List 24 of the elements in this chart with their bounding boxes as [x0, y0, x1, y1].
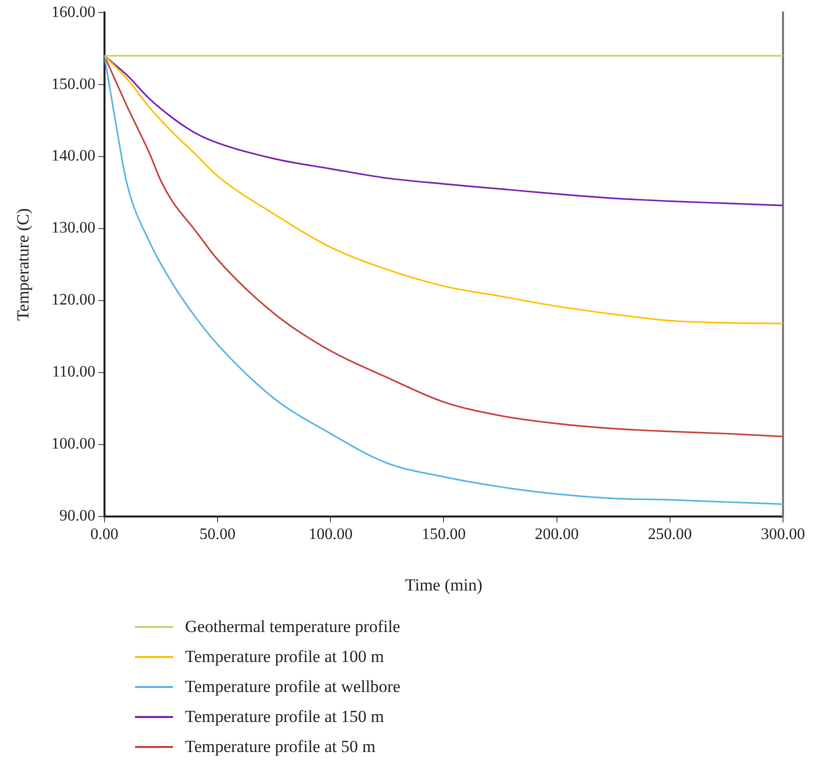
x-tick-label: 300.00	[761, 526, 805, 544]
legend-label: Temperature profile at 150 m	[185, 707, 384, 727]
y-tick-label: 120.00	[51, 292, 96, 309]
x-tick-label: 200.00	[534, 526, 579, 544]
x-tick-label: 250.00	[648, 526, 692, 544]
legend-label: Temperature profile at wellbore	[185, 677, 400, 697]
y-tick-label: 160.00	[51, 4, 96, 21]
legend-label: Geothermal temperature profile	[185, 617, 400, 637]
x-tick-label: 0.00	[90, 526, 118, 544]
x-tick-label: 150.00	[422, 526, 466, 544]
y-tick-label: 110.00	[52, 364, 96, 381]
legend-label: Temperature profile at 100 m	[185, 647, 384, 667]
y-tick-label: 100.00	[51, 436, 96, 453]
y-tick-label: 130.00	[51, 220, 96, 237]
x-tick-label: 100.00	[308, 526, 353, 544]
x-tick-label: 50.00	[200, 526, 236, 544]
line-series	[104, 54, 783, 324]
y-axis-title: Temperature (C)	[14, 208, 33, 321]
y-tick-label: 150.00	[51, 76, 96, 93]
y-tick-label: 140.00	[51, 148, 96, 165]
line-series	[104, 54, 783, 206]
x-axis-title: Time (min)	[405, 575, 482, 594]
y-tick-label: 90.00	[59, 508, 96, 525]
legend-label: Temperature profile at 50 m	[185, 737, 376, 757]
